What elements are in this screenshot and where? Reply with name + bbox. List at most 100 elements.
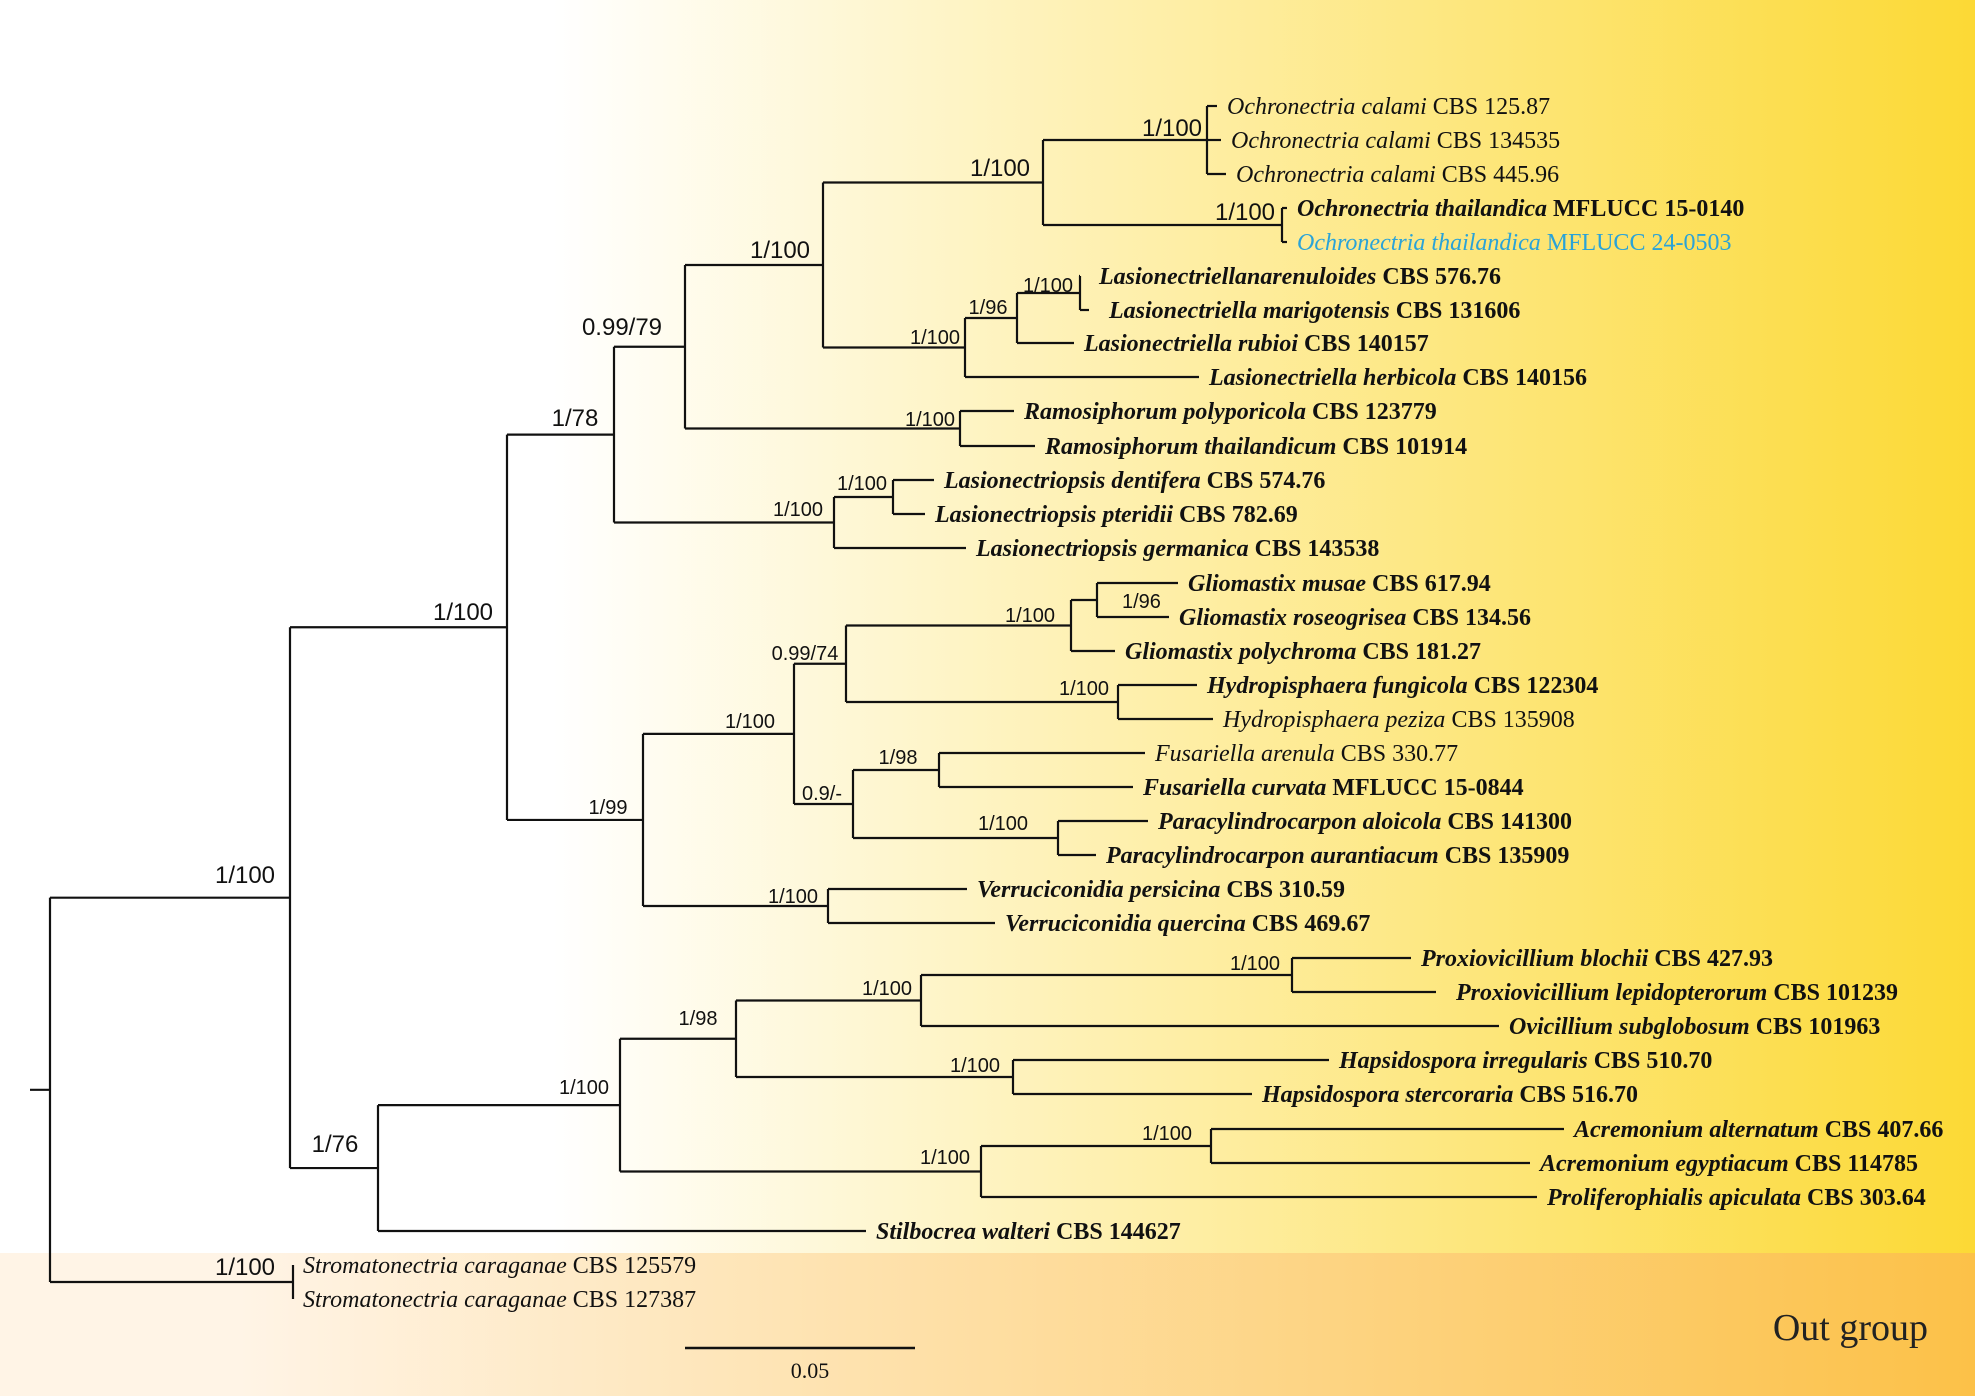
taxon-species-name: Ochronectria calami — [1236, 162, 1436, 188]
taxon-strain: CBS 131606 — [1390, 298, 1521, 324]
taxon-label: Acremonium egyptiacum CBS 114785 — [1538, 1151, 1918, 1177]
taxon-label: Ochronectria calami CBS 445.96 — [1236, 162, 1559, 188]
support-value: 1/100 — [1059, 678, 1109, 700]
taxon-species-name: Lasionectriopsis pteridii — [934, 502, 1173, 528]
taxon-species-name: Lasionectriopsis dentifera — [943, 468, 1201, 494]
taxon-strain: CBS 101239 — [1767, 980, 1898, 1006]
taxon-label: Ramosiphorum thailandicum CBS 101914 — [1044, 434, 1467, 460]
taxon-label: Ramosiphorum polyporicola CBS 123779 — [1023, 399, 1437, 425]
taxon-strain: CBS 125.87 — [1427, 94, 1550, 120]
taxon-species-name: Lasionectriella herbicola — [1208, 365, 1456, 391]
support-value: 1/100 — [970, 155, 1030, 182]
support-value: 1/100 — [920, 1147, 970, 1169]
scale-bar-label: 0.05 — [791, 1358, 830, 1383]
support-value: 1/100 — [1230, 953, 1280, 975]
taxon-strain: CBS 141300 — [1441, 809, 1572, 835]
taxon-label: Ochronectria calami CBS 125.87 — [1227, 94, 1550, 120]
support-value: 1/100 — [725, 711, 775, 733]
taxon-species-name: Lasionectriellanarenuloides — [1098, 264, 1376, 290]
support-value: 1/100 — [837, 473, 887, 495]
taxon-label: Proxiovicillium lepidopterorum CBS 10123… — [1455, 980, 1898, 1006]
taxon-strain: CBS 135909 — [1439, 843, 1570, 869]
taxon-species-name: Ovicillium subglobosum — [1509, 1014, 1750, 1040]
taxon-species-name: Verruciconidia quercina — [1005, 911, 1246, 937]
taxon-strain: CBS 123779 — [1306, 399, 1437, 425]
taxon-strain: CBS 181.27 — [1356, 639, 1481, 665]
taxon-species-name: Gliomastix roseogrisea — [1179, 605, 1406, 631]
taxon-species-name: Stromatonectria caraganae — [303, 1287, 567, 1313]
taxon-label: Hydropisphaera fungicola CBS 122304 — [1206, 673, 1598, 699]
support-value: 1/100 — [862, 978, 912, 1000]
taxon-strain: CBS 310.59 — [1220, 877, 1345, 903]
taxon-species-name: Proxiovicillium blochii — [1420, 946, 1649, 972]
support-value: 1/100 — [773, 499, 823, 521]
support-value: 1/100 — [1215, 199, 1275, 226]
support-value: 1/100 — [978, 813, 1028, 835]
taxon-species-name: Ochronectria thailandica — [1297, 230, 1541, 256]
taxon-label: Proxiovicillium blochii CBS 427.93 — [1420, 946, 1773, 972]
support-value: 1/100 — [1023, 275, 1073, 297]
taxon-species-name: Fusariella curvata — [1142, 775, 1326, 801]
taxon-labels: Ochronectria calami CBS 125.87Ochronectr… — [303, 94, 1943, 1313]
taxon-label: Stromatonectria caraganae CBS 125579 — [303, 1253, 696, 1279]
taxon-species-name: Acremonium egyptiacum — [1538, 1151, 1789, 1177]
taxon-strain: CBS 140156 — [1456, 365, 1587, 391]
taxon-label: Ochronectria thailandica MFLUCC 24-0503 — [1297, 230, 1731, 256]
taxon-strain: CBS 143538 — [1249, 536, 1380, 562]
taxon-label: Lasionectriopsis pteridii CBS 782.69 — [934, 502, 1298, 528]
support-value: 1/100 — [215, 862, 275, 889]
support-value: 1/78 — [552, 405, 599, 432]
taxon-label: Hapsidospora stercoraria CBS 516.70 — [1261, 1082, 1638, 1108]
taxon-label: Lasionectriella rubioi CBS 140157 — [1083, 331, 1429, 357]
support-value: 1/100 — [950, 1055, 1000, 1077]
support-value: 1/100 — [215, 1254, 275, 1281]
taxon-species-name: Stilbocrea walteri — [876, 1219, 1050, 1245]
taxon-strain: CBS 576.76 — [1376, 264, 1501, 290]
taxon-label: Proliferophialis apiculata CBS 303.64 — [1546, 1185, 1926, 1211]
taxon-species-name: Ochronectria calami — [1227, 94, 1427, 120]
taxon-label: Hapsidospora irregularis CBS 510.70 — [1338, 1048, 1712, 1074]
taxon-strain: CBS 140157 — [1298, 331, 1429, 357]
taxon-species-name: Proxiovicillium lepidopterorum — [1455, 980, 1767, 1006]
support-value: 1/100 — [1005, 605, 1055, 627]
taxon-label: Paracylindrocarpon aurantiacum CBS 13590… — [1105, 843, 1569, 869]
taxon-species-name: Ramosiphorum thailandicum — [1044, 434, 1336, 460]
taxon-species-name: Lasionectriopsis germanica — [975, 536, 1249, 562]
support-value: 0.99/74 — [772, 643, 839, 665]
taxon-label: Fusariella curvata MFLUCC 15-0844 — [1142, 775, 1524, 801]
outgroup-label: Out group — [1773, 1307, 1928, 1349]
taxon-label: Ochronectria calami CBS 134535 — [1231, 128, 1560, 154]
taxon-species-name: Lasionectriella marigotensis — [1108, 298, 1390, 324]
support-value: 1/100 — [905, 409, 955, 431]
support-value: 1/100 — [559, 1077, 609, 1099]
support-value: 1/100 — [1142, 115, 1202, 142]
taxon-label: Acremonium alternatum CBS 407.66 — [1572, 1117, 1943, 1143]
support-value: 1/96 — [1122, 591, 1161, 613]
taxon-strain: CBS 122304 — [1468, 673, 1599, 699]
taxon-strain: CBS 510.70 — [1588, 1048, 1713, 1074]
taxon-strain: CBS 134.56 — [1406, 605, 1531, 631]
taxon-label: Ovicillium subglobosum CBS 101963 — [1509, 1014, 1880, 1040]
taxon-strain: MFLUCC 15-0140 — [1547, 196, 1744, 222]
taxon-strain: CBS 125579 — [567, 1253, 696, 1279]
taxon-label: Gliomastix roseogrisea CBS 134.56 — [1179, 605, 1531, 631]
taxon-label: Verruciconidia persicina CBS 310.59 — [977, 877, 1345, 903]
taxon-strain: CBS 574.76 — [1201, 468, 1326, 494]
support-value: 1/100 — [433, 599, 493, 626]
support-value: 1/76 — [312, 1131, 359, 1158]
support-value: 1/100 — [768, 886, 818, 908]
taxon-strain: CBS 330.77 — [1335, 741, 1458, 767]
taxon-species-name: Hydropisphaera fungicola — [1206, 673, 1468, 699]
taxon-species-name: Ramosiphorum polyporicola — [1023, 399, 1306, 425]
taxon-species-name: Lasionectriella rubioi — [1083, 331, 1298, 357]
taxon-label: Ochronectria thailandica MFLUCC 15-0140 — [1297, 196, 1744, 222]
support-value: 1/96 — [969, 297, 1008, 319]
taxon-strain: CBS 617.94 — [1366, 571, 1491, 597]
taxon-label: Lasionectriopsis germanica CBS 143538 — [975, 536, 1379, 562]
support-value: 1/100 — [750, 237, 810, 264]
taxon-species-name: Hapsidospora stercoraria — [1261, 1082, 1513, 1108]
taxon-strain: CBS 134535 — [1431, 128, 1560, 154]
taxon-strain: CBS 135908 — [1445, 707, 1574, 733]
support-value: 1/100 — [910, 327, 960, 349]
taxon-species-name: Paracylindrocarpon aloicola — [1157, 809, 1441, 835]
